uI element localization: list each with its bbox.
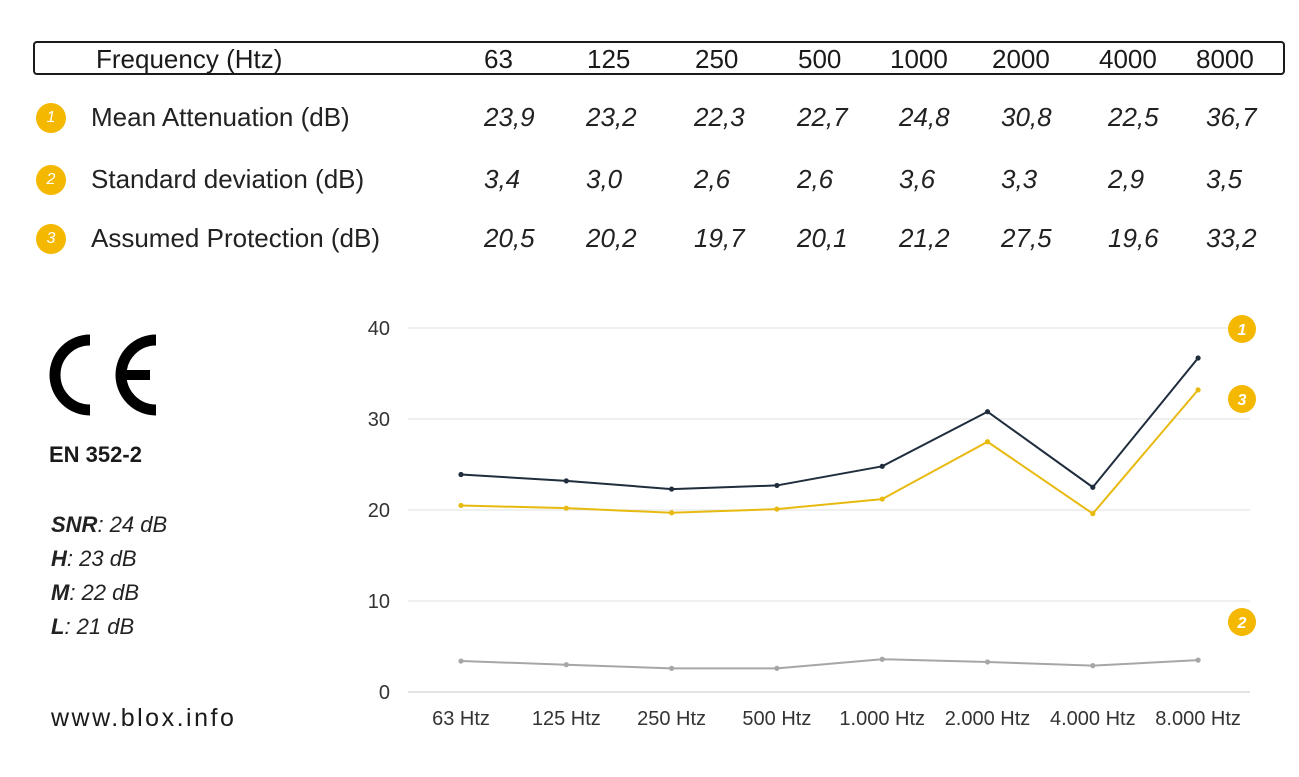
series-line-2 <box>460 658 1199 670</box>
x-tick-label: 8.000 Htz <box>1155 708 1241 730</box>
data-point <box>1195 657 1201 663</box>
badge-number: 2 <box>1237 615 1247 632</box>
y-tick-label: 40 <box>368 318 390 340</box>
table-cell: 3,5 <box>1206 164 1243 194</box>
x-tick-label: 4.000 Htz <box>1050 708 1136 730</box>
data-point <box>563 478 569 484</box>
website-link[interactable]: www.blox.info <box>51 704 237 732</box>
row-label-assumed-protection: Assumed Protection (dB) <box>91 223 381 253</box>
badge-circle <box>1228 385 1256 413</box>
freq-2000: 2000 <box>992 44 1050 74</box>
table-cell: 24,8 <box>899 102 950 132</box>
badge-number: 3 <box>1238 392 1247 409</box>
series-line-3 <box>460 389 1199 515</box>
rating-l: L: 21 dB <box>51 614 135 639</box>
y-tick-label: 30 <box>368 409 390 431</box>
table-cell: 23,9 <box>484 102 535 132</box>
series-badge-1: 1 <box>1228 315 1256 343</box>
standard-label: EN 352-2 <box>49 442 142 467</box>
row-label-mean-attenuation: Mean Attenuation (dB) <box>91 102 350 132</box>
data-point <box>984 409 991 415</box>
badge-circle <box>1228 608 1256 636</box>
x-tick-label: 250 Htz <box>637 708 706 730</box>
rating-h: H: 23 dB <box>51 546 137 571</box>
y-tick-label: 0 <box>379 682 390 704</box>
ce-mark-logo <box>49 334 157 416</box>
data-point <box>458 502 464 509</box>
data-point <box>458 471 464 478</box>
table-cell: 19,7 <box>694 223 745 253</box>
table-cell: 21,2 <box>899 223 950 253</box>
table-cell: 3,4 <box>484 164 521 194</box>
freq-4000: 4000 <box>1099 44 1157 74</box>
data-point <box>1090 663 1096 669</box>
data-point <box>458 658 464 664</box>
series-badge-3: 3 <box>1228 385 1256 413</box>
table-cell: 2,9 <box>1108 164 1145 194</box>
data-point <box>563 505 569 511</box>
freq-1000: 1000 <box>890 44 948 74</box>
data-point <box>879 496 885 502</box>
table-cell: 22,5 <box>1108 102 1159 132</box>
x-tick-label: 500 Htz <box>742 708 811 730</box>
series-badge-2: 2 <box>1228 608 1256 636</box>
rating-m: M: 22 dB <box>51 580 140 605</box>
ratings-list: SNR: 24 dB H: 23 dB M: 22 dB L: 21 dB <box>51 508 167 644</box>
data-point <box>563 662 569 668</box>
badge-circle <box>1228 315 1256 343</box>
x-tick-label: 63 Htz <box>432 708 490 730</box>
table-cell: 20,2 <box>586 223 637 253</box>
table-cell: 20,1 <box>797 223 848 253</box>
data-point <box>1090 484 1096 490</box>
table-cell: 23,2 <box>586 102 637 132</box>
data-point <box>669 486 675 492</box>
data-point <box>879 656 885 662</box>
table-cell: 19,6 <box>1108 223 1159 253</box>
table-cell: 3,6 <box>899 164 936 194</box>
row-badge-3: 3 <box>36 224 66 254</box>
freq-8000: 8000 <box>1196 44 1254 74</box>
freq-500: 500 <box>798 44 842 74</box>
data-point <box>879 463 885 469</box>
x-tick-label: 1.000 Htz <box>839 708 925 730</box>
freq-125: 125 <box>587 44 631 74</box>
table-cell: 30,8 <box>1001 102 1052 132</box>
data-point <box>669 510 675 516</box>
table-cell: 2,6 <box>694 164 731 194</box>
data-point <box>1090 511 1096 517</box>
table-cell: 20,5 <box>484 223 535 253</box>
data-point <box>774 506 780 512</box>
data-point <box>1195 355 1201 361</box>
rating-snr: SNR: 24 dB <box>51 512 168 537</box>
y-tick-label: 20 <box>368 500 390 522</box>
data-point <box>774 665 780 671</box>
y-tick-label: 10 <box>368 591 390 613</box>
table-header-label: Frequency (Htz) <box>96 44 283 74</box>
table-cell: 3,3 <box>1001 164 1038 194</box>
table-cell: 33,2 <box>1206 223 1257 253</box>
x-tick-label: 125 Htz <box>532 708 601 730</box>
data-point <box>669 665 675 671</box>
x-tick-label: 2.000 Htz <box>945 708 1031 730</box>
data-point <box>1195 387 1201 393</box>
table-cell: 27,5 <box>1001 223 1052 253</box>
table-cell: 22,3 <box>694 102 745 132</box>
data-point <box>984 439 991 445</box>
row-label-standard-deviation: Standard deviation (dB) <box>91 164 365 194</box>
table-cell: 22,7 <box>797 102 848 132</box>
freq-63: 63 <box>484 44 513 74</box>
freq-250: 250 <box>695 44 739 74</box>
data-point <box>774 482 780 489</box>
series-line-1 <box>460 357 1199 491</box>
row-badge-2: 2 <box>36 165 66 195</box>
table-header-box <box>33 41 1285 75</box>
badge-number: 1 <box>1238 322 1247 339</box>
table-cell: 36,7 <box>1206 102 1257 132</box>
table-cell: 2,6 <box>797 164 834 194</box>
row-badge-1: 1 <box>36 103 66 133</box>
data-point <box>984 659 991 665</box>
table-cell: 3,0 <box>586 164 623 194</box>
